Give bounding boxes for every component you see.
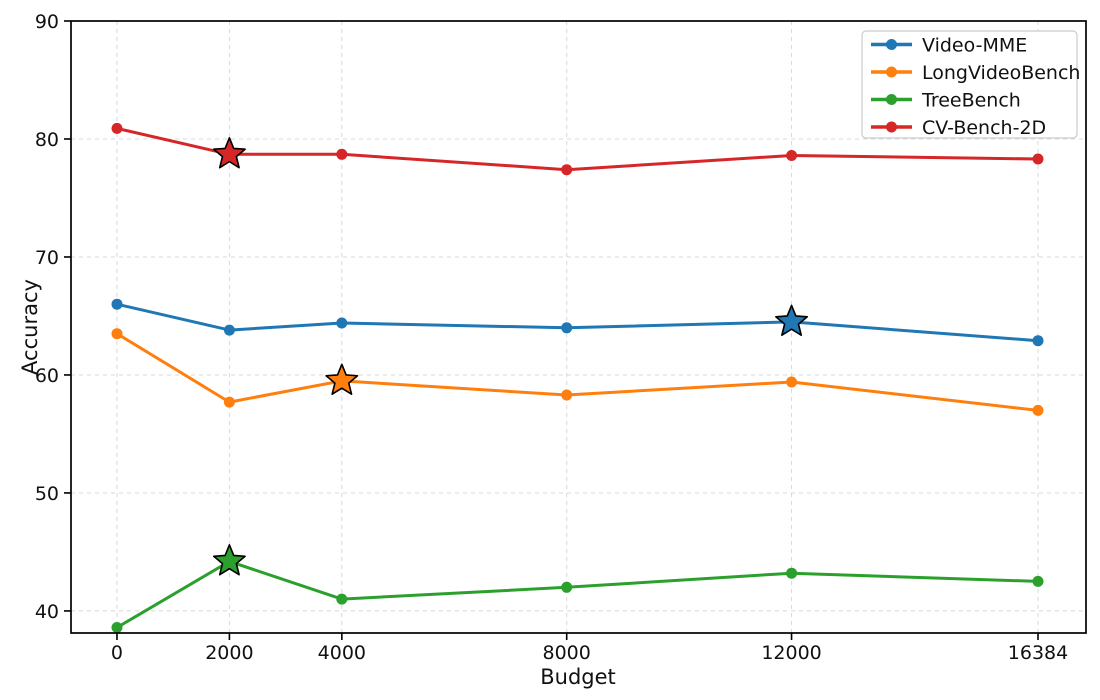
series-video-mme (111, 298, 1044, 347)
legend-label: LongVideoBench (922, 62, 1080, 84)
legend-box (861, 30, 1078, 139)
data-point-marker (561, 164, 573, 176)
y-tick-label: 40 (35, 601, 59, 623)
data-point-marker (561, 389, 573, 401)
legend-label: TreeBench (921, 90, 1021, 112)
series-line-treebench (115, 559, 1040, 629)
data-point-marker (111, 622, 123, 633)
legend-item-longvideobench: LongVideoBench (871, 62, 1080, 84)
data-point-marker (336, 148, 348, 160)
y-tick-label: 60 (35, 365, 59, 387)
data-point-marker (1032, 404, 1044, 416)
series-line-video-mme (115, 302, 1040, 343)
legend-item-cv-bench-2d: CV-Bench-2D (871, 117, 1046, 139)
data-point-marker (561, 581, 573, 593)
y-tick-label: 90 (35, 11, 59, 33)
tick-marks (64, 20, 1039, 640)
x-tick-label: 12000 (761, 642, 821, 664)
x-tick-label: 0 (111, 642, 123, 664)
data-point-marker (786, 567, 798, 579)
data-point-marker (1032, 335, 1044, 347)
x-tick-label: 16384 (1008, 642, 1068, 664)
star-marker-cv-bench-2d (212, 137, 246, 169)
x-tick-label: 8000 (543, 642, 591, 664)
y-axis-label: Accuracy (18, 279, 42, 375)
plot-area-border (70, 20, 1087, 634)
data-point-marker (111, 328, 123, 340)
series-treebench (111, 544, 1044, 633)
legend-item-treebench: TreeBench (871, 90, 1021, 112)
x-axis-label: Budget (540, 665, 616, 689)
data-point-marker (786, 150, 798, 161)
tick-labels: 40 50 60 70 80 90 0 2000 4000 8000 12000 16384 (35, 11, 1068, 664)
data-point-marker (111, 122, 123, 134)
series-longvideobench (111, 328, 1044, 416)
star-marker-longvideobench (325, 363, 359, 396)
x-tick-label: 4000 (318, 642, 366, 664)
legend: Video-MME LongVideoBench TreeBench CV-Bench… (861, 30, 1080, 139)
legend-label: CV-Bench-2D (922, 117, 1046, 139)
legend-label: Video-MME (922, 35, 1027, 57)
series-line-longvideobench (115, 332, 1040, 412)
y-tick-label: 50 (35, 483, 59, 505)
star-marker-video-mme (775, 304, 809, 337)
legend-marker (886, 94, 897, 105)
data-point-marker (1032, 153, 1044, 165)
x-tick-label: 2000 (205, 642, 253, 664)
series-cv-bench-2d (111, 122, 1044, 176)
data-point-marker (111, 298, 123, 310)
data-point-marker (336, 317, 348, 329)
data-point-marker (223, 396, 235, 408)
legend-marker (886, 121, 897, 133)
series-line-cv-bench-2d (115, 126, 1040, 172)
data-point-marker (223, 324, 235, 336)
legend-marker (886, 39, 897, 50)
y-tick-label: 70 (35, 247, 59, 269)
legend-item-video-mme: Video-MME (871, 35, 1027, 57)
data-point-marker (561, 322, 573, 334)
data-point-marker (336, 593, 348, 605)
y-tick-label: 80 (35, 129, 59, 151)
data-point-marker (1032, 575, 1044, 587)
data-point-marker (786, 376, 798, 388)
legend-marker (886, 66, 897, 78)
star-marker-treebench (212, 544, 246, 576)
